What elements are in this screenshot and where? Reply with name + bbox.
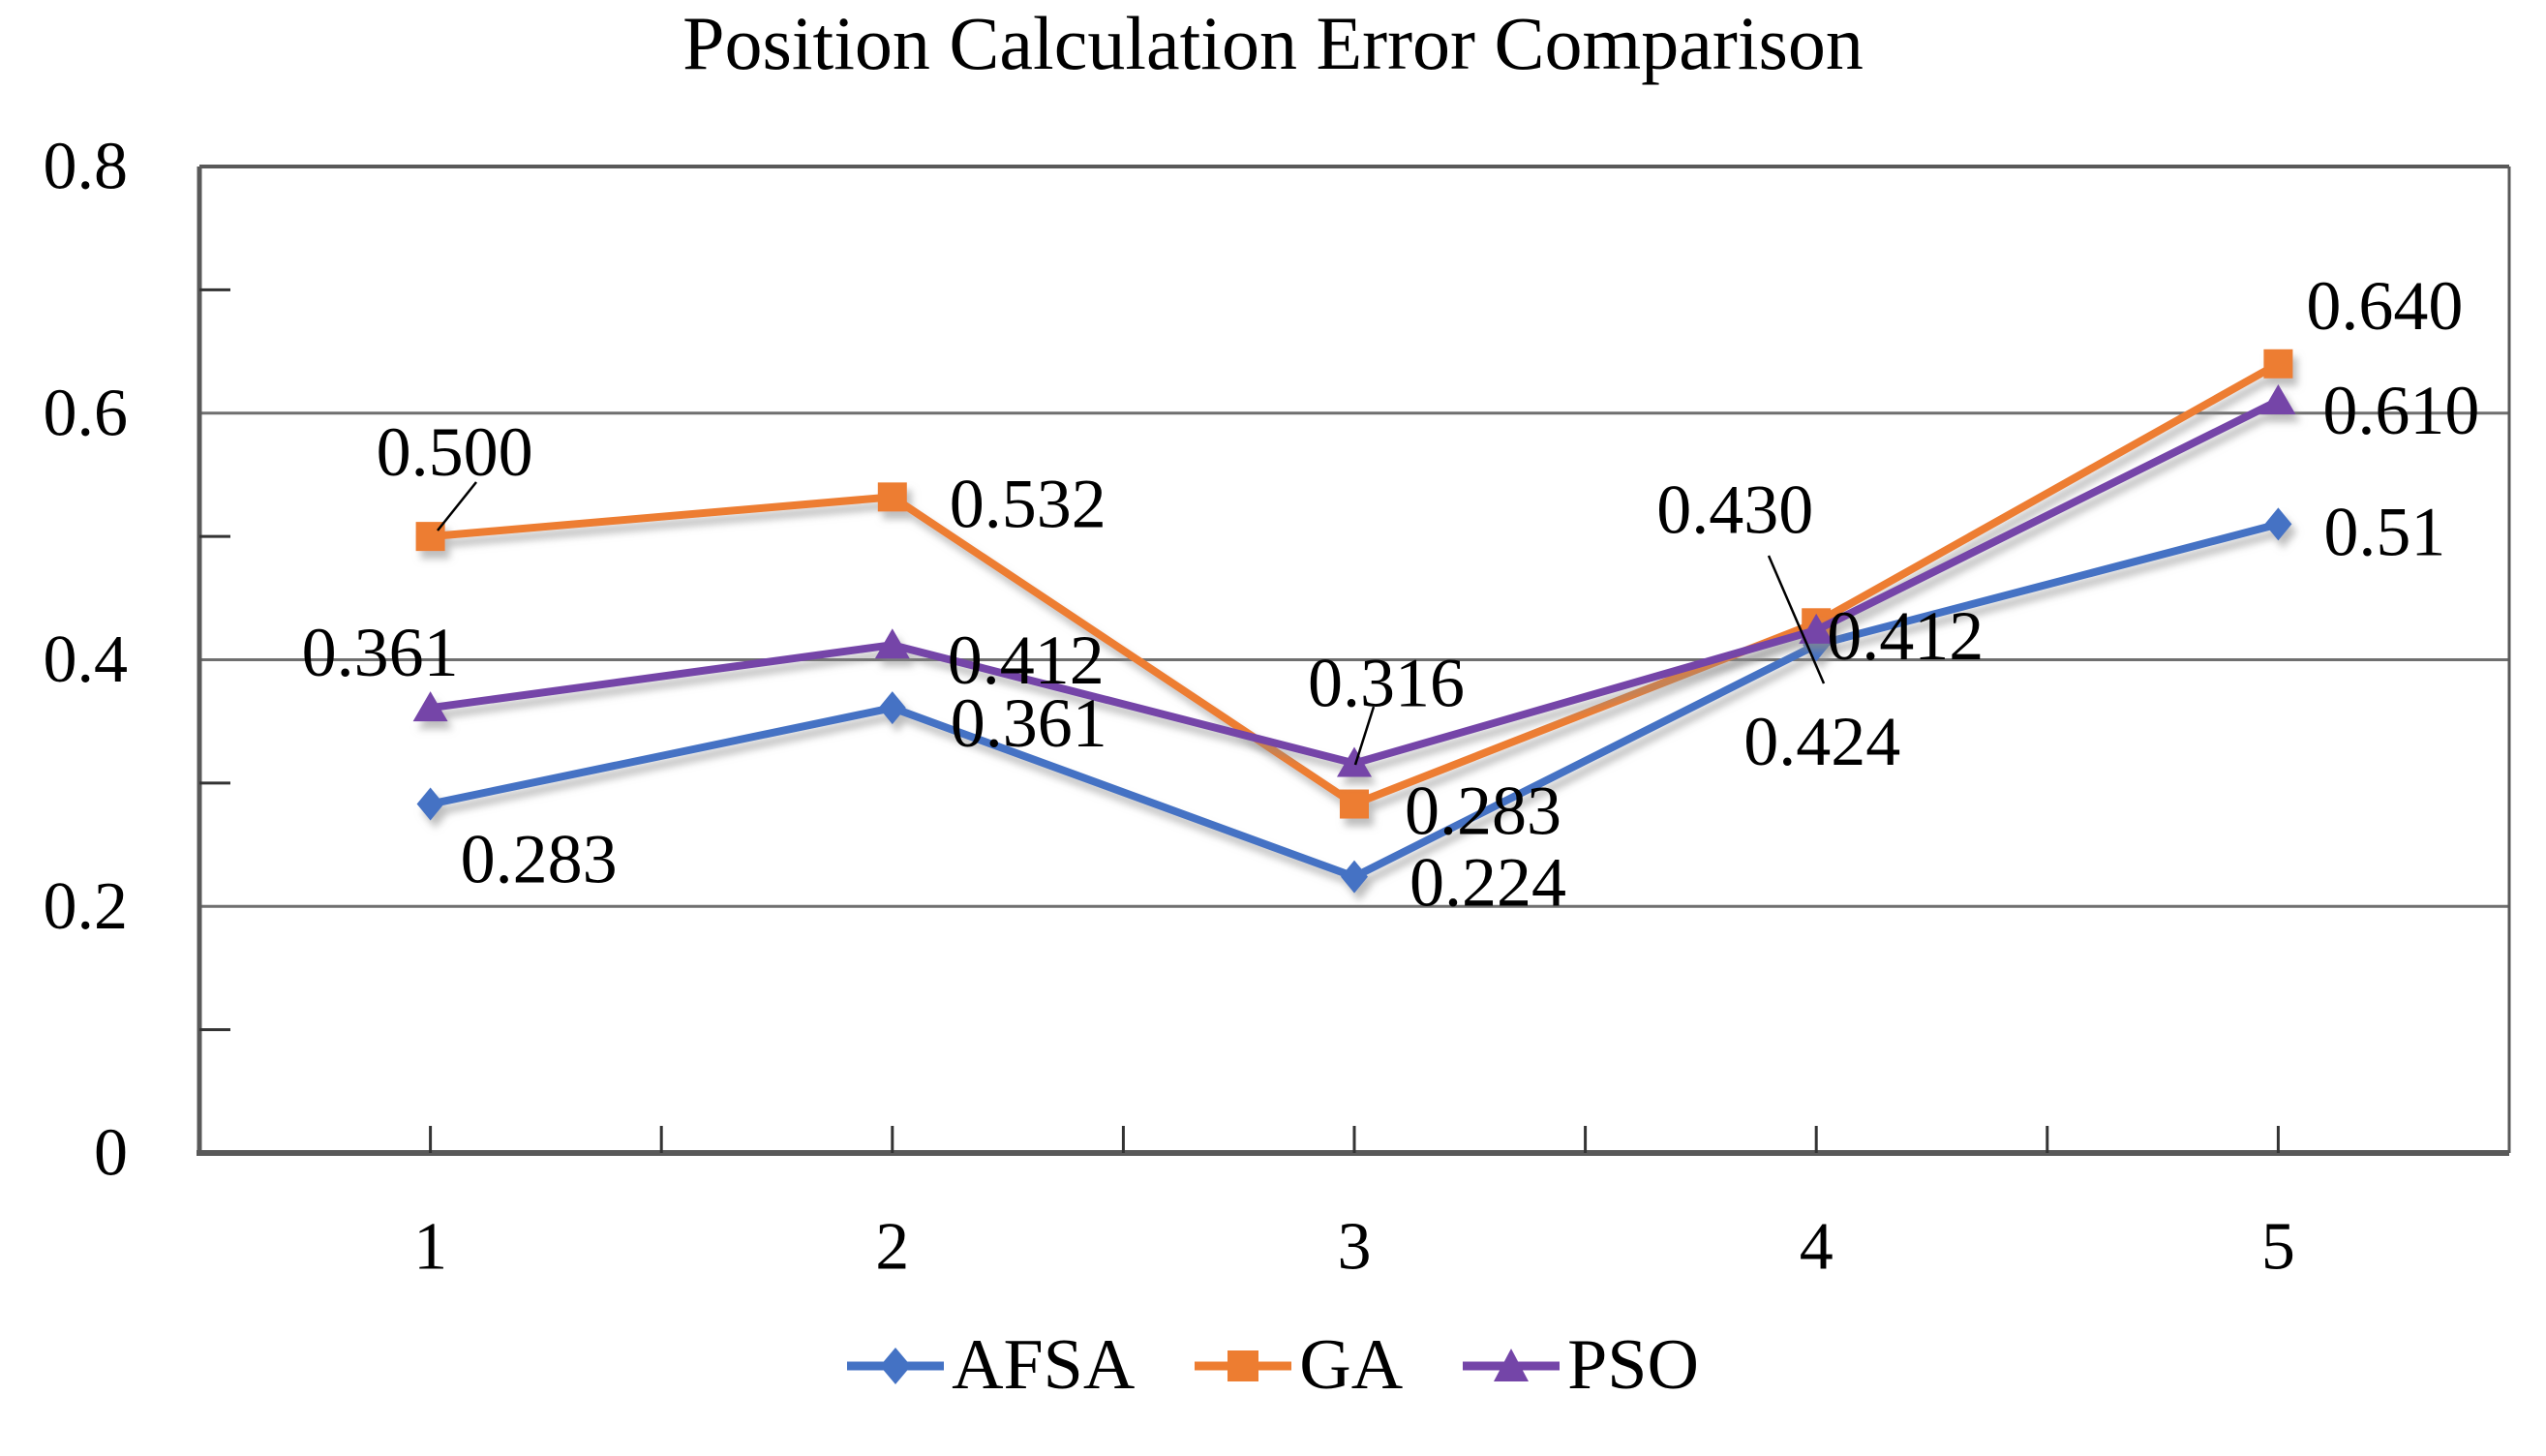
legend-item-pso: PSO <box>1463 1324 1699 1407</box>
y-tick-label: 0.2 <box>44 869 129 944</box>
x-tick-label: 5 <box>2261 1210 2295 1285</box>
label-leader-line <box>437 481 477 531</box>
chart-title: Position Calculation Error Comparison <box>682 1 1864 85</box>
data-point-afsa-1 <box>416 787 444 821</box>
data-point-pso-4 <box>1799 613 1834 644</box>
data-label-afsa-1: 0.283 <box>461 821 618 898</box>
data-label-ga-2: 0.532 <box>950 465 1106 542</box>
data-label-afsa-5: 0.51 <box>2323 493 2445 570</box>
label-leader-line <box>1353 706 1376 766</box>
x-tick-label: 3 <box>1338 1210 1372 1285</box>
series-pso <box>412 384 2296 777</box>
legend-marker-triangle-icon <box>1463 1348 1561 1381</box>
data-label-ga-3: 0.283 <box>1405 773 1561 850</box>
data-label-pso-2: 0.412 <box>948 622 1105 699</box>
data-label-afsa-4: 0.412 <box>1827 597 1984 675</box>
y-tick-label: 0.8 <box>44 130 129 204</box>
y-tick-label: 0.6 <box>44 376 129 450</box>
data-point-pso-1 <box>412 691 448 722</box>
data-point-pso-3 <box>1337 746 1372 777</box>
x-tick-label: 4 <box>1800 1210 1834 1285</box>
data-point-pso-2 <box>874 628 910 659</box>
data-point-afsa-5 <box>2264 507 2292 541</box>
legend-marker-diamond-icon <box>847 1347 945 1384</box>
y-tick-label: 0.4 <box>44 622 129 697</box>
data-point-afsa-3 <box>1341 860 1368 894</box>
data-label-pso-1: 0.361 <box>302 614 459 691</box>
data-point-ga-5 <box>2263 349 2293 379</box>
legend-label-ga: GA <box>1299 1325 1404 1405</box>
legend-marker-shape <box>880 1347 912 1384</box>
data-label-ga-5: 0.640 <box>2306 267 2463 345</box>
x-tick-label: 1 <box>413 1210 447 1285</box>
legend-item-afsa: AFSA <box>847 1324 1135 1407</box>
legend-marker-square-icon <box>1195 1350 1292 1381</box>
legend-item-ga: GA <box>1195 1324 1403 1407</box>
data-point-ga-2 <box>877 482 907 512</box>
series-line-ga <box>430 360 2281 808</box>
data-label-pso-4: 0.424 <box>1743 703 1900 780</box>
data-point-afsa-2 <box>878 691 906 725</box>
data-label-ga-4: 0.430 <box>1656 470 1813 548</box>
data-label-pso-3: 0.316 <box>1308 644 1465 721</box>
y-tick-label: 0 <box>94 1116 128 1191</box>
data-label-pso-5: 0.610 <box>2322 372 2479 449</box>
legend-label-afsa: AFSA <box>952 1325 1136 1405</box>
x-tick-label: 2 <box>875 1210 909 1285</box>
legend: AFSA GA PSO <box>0 1324 2546 1407</box>
data-label-afsa-3: 0.224 <box>1409 844 1566 922</box>
data-point-ga-3 <box>1340 789 1369 819</box>
legend-label-pso: PSO <box>1567 1325 1699 1405</box>
label-leader-line <box>1767 555 1826 684</box>
legend-marker-shape <box>1228 1350 1259 1381</box>
legend-marker-shape <box>1494 1348 1530 1381</box>
data-label-ga-1: 0.500 <box>377 413 533 491</box>
data-point-pso-5 <box>2260 384 2296 415</box>
data-label-afsa-2: 0.361 <box>951 684 1107 762</box>
